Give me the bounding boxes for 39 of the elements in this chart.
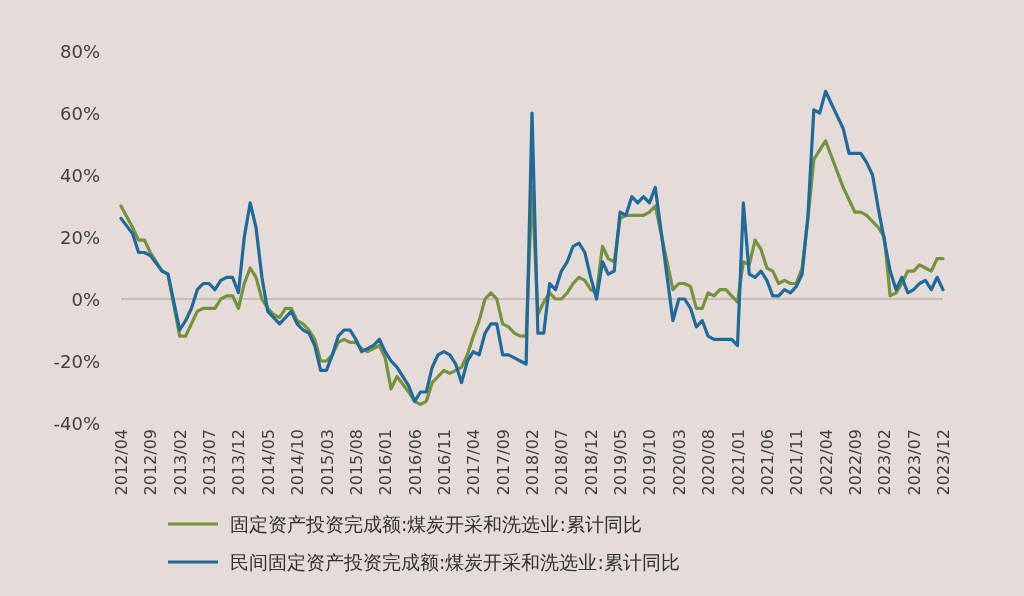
y-tick-label: 40% (59, 165, 100, 186)
x-tick-label: 2023/12 (934, 429, 953, 496)
line-series (119, 89, 945, 403)
x-tick-label: 2018/02 (523, 429, 542, 496)
y-tick-label: 80% (59, 41, 100, 62)
x-tick-label: 2016/01 (376, 429, 396, 496)
x-tick-label: 2016/06 (405, 429, 425, 496)
x-tick-label: 2013/07 (200, 429, 220, 496)
y-tick-label: 60% (59, 103, 100, 124)
y-tick-label: -20% (53, 351, 100, 372)
x-tick-label: 2019/10 (640, 429, 660, 496)
x-tick-label: 2020/08 (699, 429, 719, 496)
y-tick-label: 20% (59, 227, 100, 248)
x-tick-label: 2012/04 (112, 429, 131, 496)
x-tick-label: 2021/01 (728, 429, 748, 496)
x-tick-label: 2022/09 (845, 429, 865, 496)
x-tick-label: 2023/07 (904, 429, 924, 496)
x-tick-label: 2015/03 (317, 429, 337, 496)
x-tick-label: 2012/09 (141, 429, 161, 496)
x-tick-label: 2015/08 (346, 429, 366, 496)
x-tick-label: 2018/07 (552, 429, 572, 496)
legend-label: 民间固定资产投资完成额:煤炭开采和洗选业:累计同比 (230, 551, 680, 573)
x-tick-label: 2013/02 (170, 429, 190, 496)
x-tick-label: 2014/10 (288, 429, 308, 496)
x-tick-label: 2014/05 (258, 429, 278, 496)
x-tick-label: 2017/04 (464, 429, 484, 496)
x-tick-label: 2017/09 (493, 429, 513, 496)
x-tick-label: 2016/11 (434, 429, 454, 496)
x-tick-label: 2021/11 (787, 429, 807, 496)
x-tick-label: 2022/04 (816, 429, 836, 496)
y-tick-label: -40% (53, 413, 100, 434)
x-tick-label: 2023/02 (875, 429, 895, 496)
x-tick-label: 2018/12 (581, 429, 601, 496)
x-tick-label: 2021/06 (757, 429, 777, 496)
legend-label: 固定资产投资完成额:煤炭开采和洗选业:累计同比 (230, 513, 642, 535)
x-tick-label: 2020/03 (669, 429, 689, 496)
x-tick-label: 2013/12 (229, 429, 249, 496)
x-tick-label: 2019/05 (611, 429, 631, 496)
y-tick-label: 0% (71, 289, 100, 310)
